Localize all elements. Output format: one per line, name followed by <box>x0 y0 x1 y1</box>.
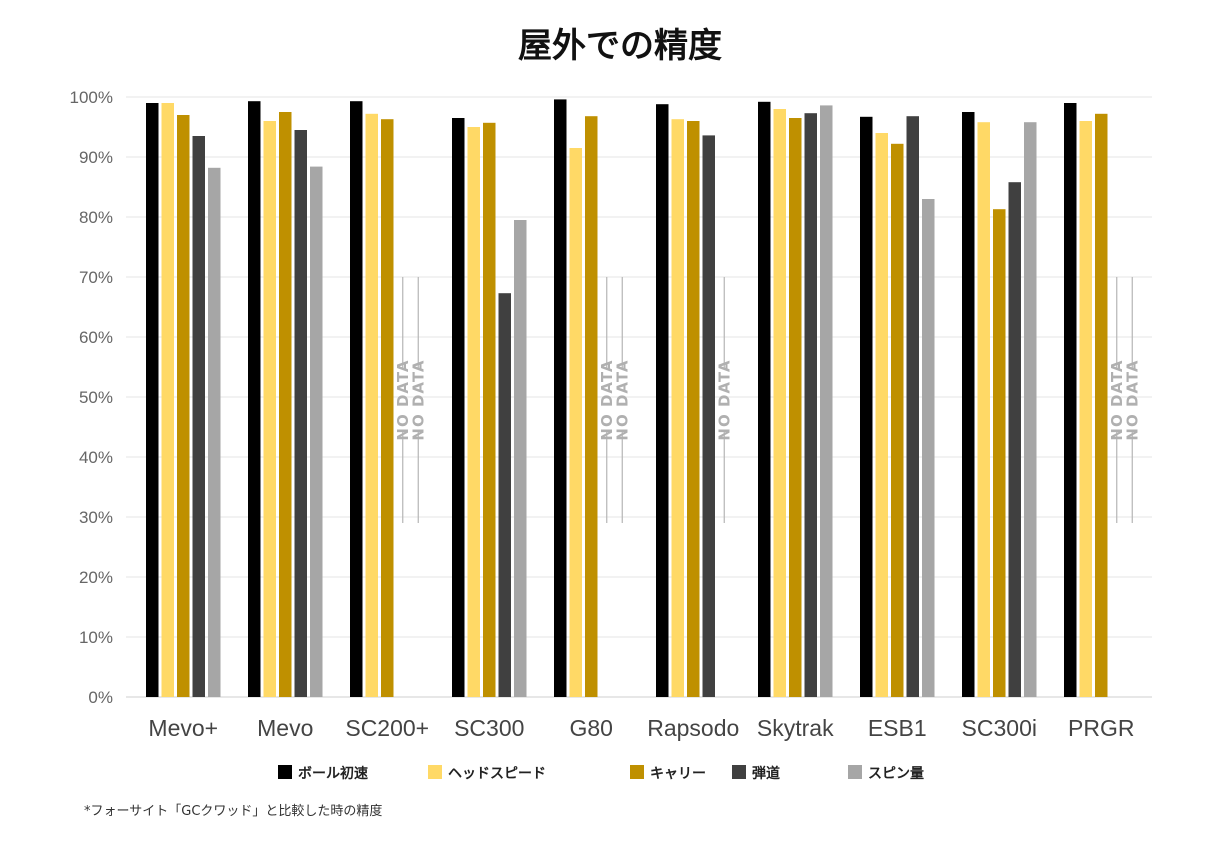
bar <box>585 116 598 697</box>
bar <box>977 122 990 697</box>
bar <box>310 166 323 698</box>
bar <box>467 127 480 697</box>
no-data-label: NO DATA <box>1123 359 1141 440</box>
bar <box>177 115 190 697</box>
bar <box>498 293 511 697</box>
legend: ボール初速 ヘッドスピード キャリー 弾道 スピン量 <box>278 765 924 782</box>
no-data-label: NO DATA <box>613 359 631 440</box>
bars <box>146 99 1108 698</box>
y-tick-label: 0% <box>88 688 113 707</box>
x-tick-label: SC300i <box>962 715 1037 741</box>
bar <box>192 136 205 697</box>
bar <box>820 105 833 697</box>
x-tick-label: SC200+ <box>345 715 429 741</box>
y-tick-label: 90% <box>79 148 113 167</box>
bar <box>875 133 888 697</box>
legend-swatch <box>732 765 746 779</box>
bar <box>789 118 802 697</box>
no-data-label: NO DATA <box>598 359 616 440</box>
y-tick-label: 20% <box>79 568 113 587</box>
bar <box>554 99 567 697</box>
bar <box>294 130 307 697</box>
x-axis-ticks: Mevo+ Mevo SC200+ SC300 G80 Rapsodo Skytrak ESB… <box>148 715 1134 741</box>
no-data-label: NO DATA <box>394 359 412 440</box>
x-tick-label: Mevo+ <box>148 715 218 741</box>
legend-label: ヘッドスピード <box>448 766 546 782</box>
bar <box>702 135 715 697</box>
y-tick-label: 80% <box>79 208 113 227</box>
bar <box>860 116 873 698</box>
bar <box>687 121 700 697</box>
bar <box>146 103 159 697</box>
x-tick-label: G80 <box>570 715 613 741</box>
legend-label: キャリー <box>650 766 706 782</box>
x-tick-label: Rapsodo <box>647 715 739 741</box>
bar <box>891 143 904 698</box>
y-tick-label: 50% <box>79 388 113 407</box>
bar <box>962 112 975 697</box>
y-tick-label: 30% <box>79 508 113 527</box>
bar <box>993 209 1006 697</box>
y-tick-label: 70% <box>79 268 113 287</box>
footnote: *フォーサイト「GCクワッド」と比較した時の精度 <box>84 803 382 819</box>
y-axis-ticks: 0% 10% 20% 30% 40% 50% 60% 70% 80% 90% 100% <box>70 88 113 707</box>
legend-swatch <box>848 765 862 779</box>
bar <box>922 199 935 697</box>
x-tick-label: PRGR <box>1068 715 1134 741</box>
legend-swatch <box>278 765 292 779</box>
bar <box>656 104 669 697</box>
legend-swatch <box>630 765 644 779</box>
bar <box>773 109 786 697</box>
bar <box>161 103 174 697</box>
no-data-label: NO DATA <box>715 359 733 440</box>
bar <box>1008 182 1021 697</box>
bar <box>804 113 817 697</box>
y-tick-label: 60% <box>79 328 113 347</box>
bar <box>671 119 684 697</box>
legend-label: 弾道 <box>752 765 780 782</box>
x-tick-label: SC300 <box>454 715 524 741</box>
no-data-label: NO DATA <box>1108 359 1126 440</box>
bar <box>1079 121 1092 697</box>
bar <box>208 167 221 698</box>
legend-swatch <box>428 765 442 779</box>
bar <box>1024 122 1037 697</box>
legend-label: ボール初速 <box>298 765 368 782</box>
bar <box>906 116 919 697</box>
bar <box>569 148 582 697</box>
y-tick-label: 100% <box>70 88 113 107</box>
x-tick-label: Mevo <box>257 715 313 741</box>
bar <box>248 101 261 697</box>
bar <box>514 220 527 697</box>
bar <box>483 122 496 698</box>
bar <box>381 119 394 697</box>
chart-title: 屋外での精度 <box>518 26 722 66</box>
no-data-label: NO DATA <box>409 359 427 440</box>
y-tick-label: 40% <box>79 448 113 467</box>
bar <box>1064 103 1077 697</box>
bar <box>452 118 465 697</box>
bar <box>365 113 378 698</box>
bar <box>263 121 276 697</box>
x-tick-label: ESB1 <box>868 715 927 741</box>
bar <box>758 101 771 698</box>
x-tick-label: Skytrak <box>757 715 834 741</box>
legend-label: スピン量 <box>868 766 924 782</box>
bar <box>350 101 363 697</box>
bar <box>1095 113 1108 698</box>
y-tick-label: 10% <box>79 628 113 647</box>
bar <box>279 112 292 697</box>
